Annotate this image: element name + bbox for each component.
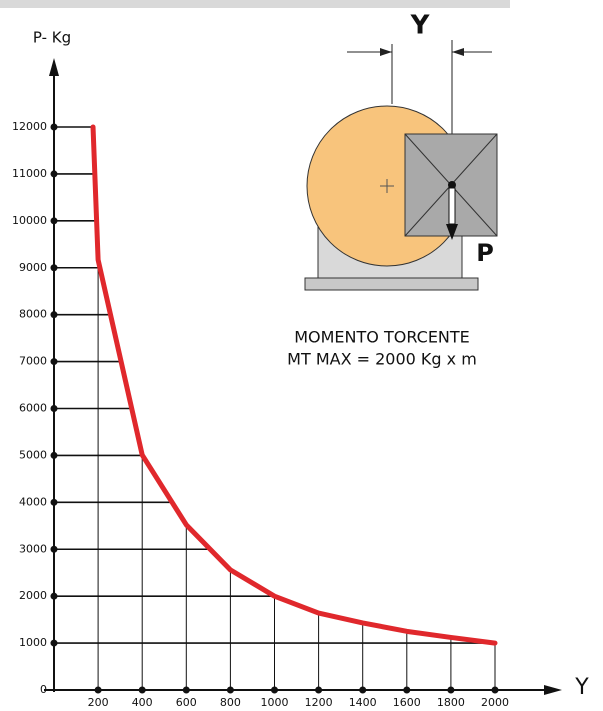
x-tick-label: 800 [220, 696, 241, 709]
diagram-label: P [476, 239, 494, 267]
x-tick-label: 1600 [393, 696, 421, 709]
tick-mark [51, 593, 58, 600]
tick-mark [51, 217, 58, 224]
annotation: MOMENTO TORCENTE [294, 328, 470, 347]
tick-mark [51, 452, 58, 459]
tick-mark [51, 499, 58, 506]
arrow [452, 48, 464, 56]
axis-arrow [49, 58, 59, 76]
x-tick-label: 2000 [481, 696, 509, 709]
tick-mark [95, 687, 102, 694]
x-tick-label: 600 [176, 696, 197, 709]
base-plate [305, 278, 478, 290]
x-tick-label: 1800 [437, 696, 465, 709]
tick-mark [271, 687, 278, 694]
annotation: MT MAX = 2000 Kg x m [287, 350, 477, 369]
tick-mark [51, 124, 58, 131]
y-tick-label: 1000 [19, 636, 47, 649]
tick-mark [51, 546, 58, 553]
x-tick-label: 1400 [349, 696, 377, 709]
tick-mark [51, 640, 58, 647]
y-tick-label: 6000 [19, 402, 47, 415]
y-tick-label: 12000 [12, 120, 47, 133]
diagram: Y P [305, 11, 497, 291]
y-tick-label: 4000 [19, 495, 47, 508]
y-tick-label: 7000 [19, 355, 47, 368]
x-tick-label: 1000 [261, 696, 289, 709]
y-tick-label: 9000 [19, 261, 47, 274]
tick-mark [51, 264, 58, 271]
y-tick-label: 8000 [19, 308, 47, 321]
tick-mark [227, 687, 234, 694]
tick-mark [403, 687, 410, 694]
x-tick-label: 1200 [305, 696, 333, 709]
top-bar [0, 0, 510, 8]
axis-arrow [544, 685, 562, 695]
arrow [380, 48, 392, 56]
y-tick-label: 0 [40, 683, 47, 696]
y-axis-label: P- Kg [33, 29, 71, 47]
x-tick-label: 200 [88, 696, 109, 709]
chart: Y P MOMENTO TORCENTE MT MAX = 2000 Kg x … [0, 0, 603, 711]
tick-mark [447, 687, 454, 694]
y-tick-label: 10000 [12, 214, 47, 227]
y-tick-label: 11000 [12, 167, 47, 180]
y-tick-label: 2000 [19, 589, 47, 602]
x-tick-label: 400 [132, 696, 153, 709]
tick-mark [51, 405, 58, 412]
tick-mark [315, 687, 322, 694]
load-arrow [449, 188, 455, 224]
x-axis-label: Y [574, 675, 589, 700]
y-tick-label: 5000 [19, 448, 47, 461]
tick-mark [139, 687, 146, 694]
y-tick-label: 3000 [19, 542, 47, 555]
tick-mark [51, 170, 58, 177]
tick-mark [359, 687, 366, 694]
tick-mark [183, 687, 190, 694]
tick-mark [492, 687, 499, 694]
diagram-label: Y [410, 11, 431, 41]
tick-mark [51, 358, 58, 365]
tick-mark [51, 311, 58, 318]
